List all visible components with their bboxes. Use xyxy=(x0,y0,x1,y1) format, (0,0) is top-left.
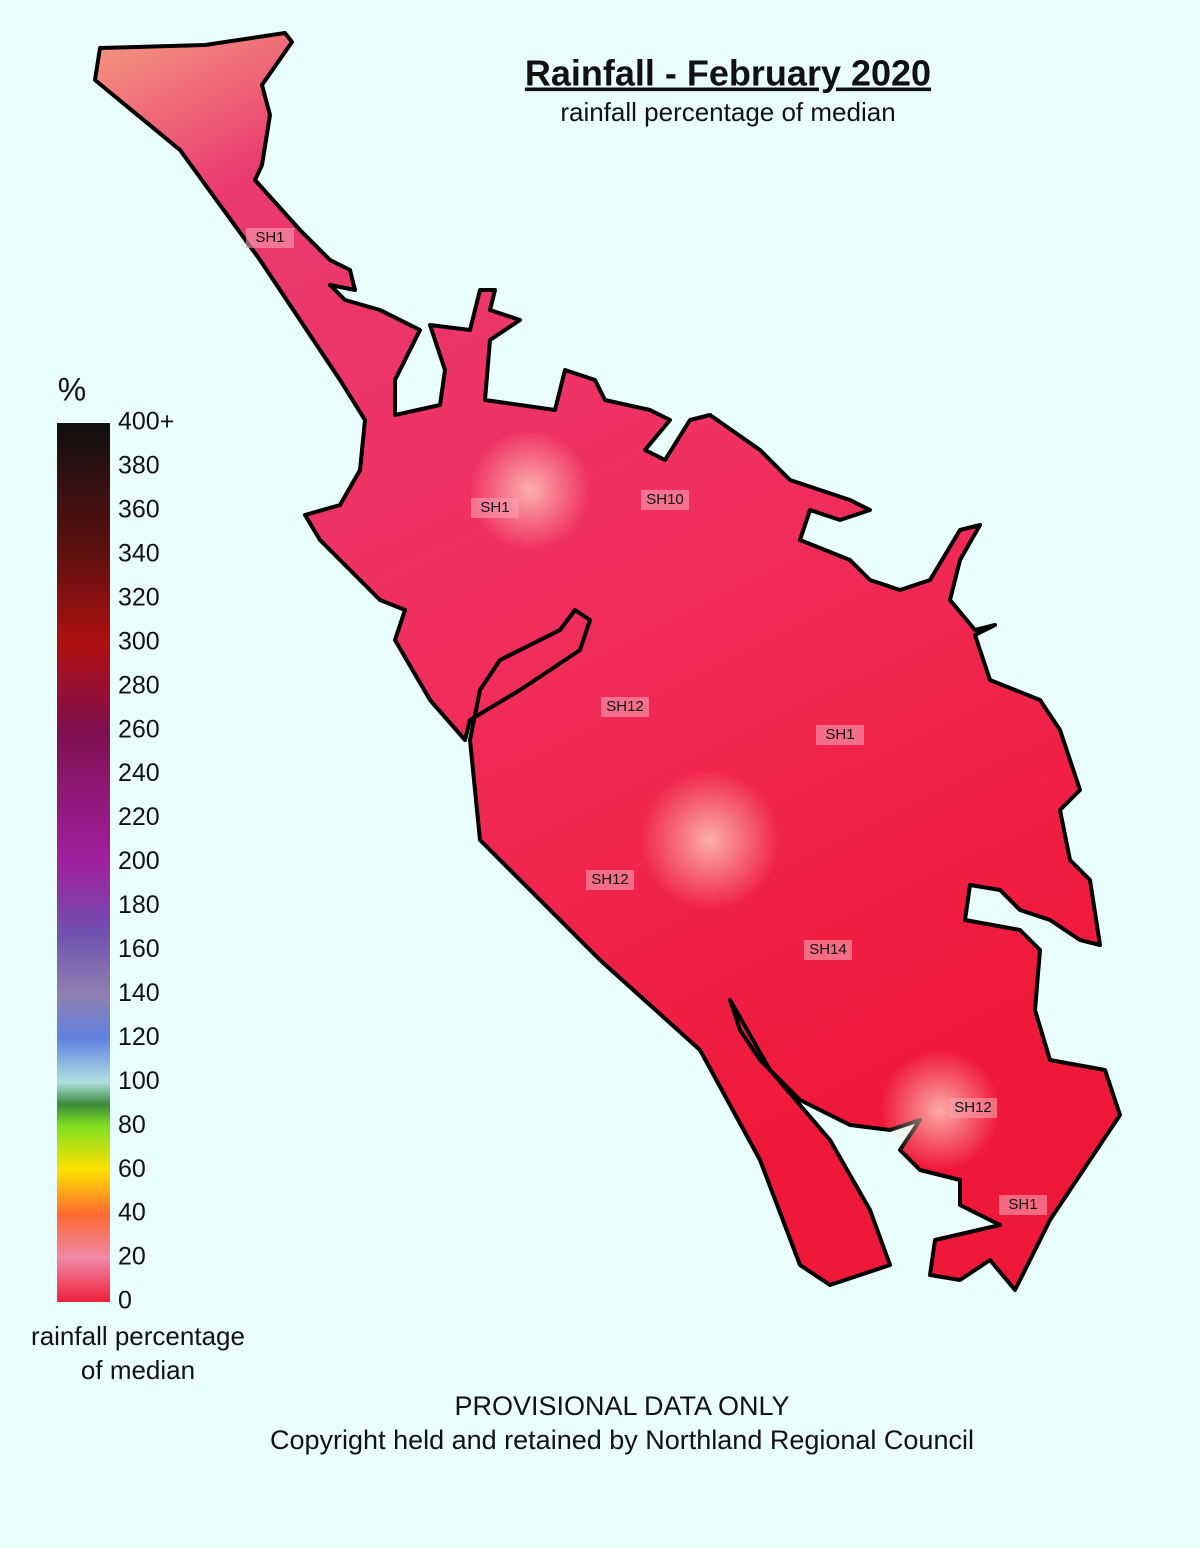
road-label: SH1 xyxy=(480,499,509,516)
road-label: SH1 xyxy=(255,229,284,246)
scale-tick-label: 340 xyxy=(118,539,160,567)
road-label: SH12 xyxy=(954,1099,992,1116)
land xyxy=(93,31,1122,1292)
road-label: SH1 xyxy=(825,726,854,743)
scale-tick-label: 120 xyxy=(118,1023,160,1051)
footer-note: PROVISIONAL DATA ONLY xyxy=(454,1391,789,1421)
scale-tick-label: 160 xyxy=(118,935,160,963)
scale-tick-label: 360 xyxy=(118,496,160,524)
road-label: SH10 xyxy=(646,491,684,508)
scale-tick-label: 280 xyxy=(118,671,160,699)
scale-tick-label: 100 xyxy=(118,1067,160,1095)
scale-tick-label: 180 xyxy=(118,891,160,919)
legend-caption: rainfall percentage xyxy=(31,1321,245,1351)
road-label-bg xyxy=(999,1195,1047,1215)
road-label-bg xyxy=(246,228,294,248)
road-label-bg xyxy=(601,697,649,717)
road-label-bg xyxy=(641,490,689,510)
title: Rainfall - February 2020 xyxy=(525,53,931,94)
scale-tick-label: 240 xyxy=(118,759,160,787)
scale-tick-label: 80 xyxy=(118,1111,146,1139)
footer-note: Copyright held and retained by Northland… xyxy=(270,1425,974,1455)
scale-tick-label: 0 xyxy=(118,1287,132,1315)
color-scale xyxy=(57,423,110,1302)
road-label: SH12 xyxy=(591,871,629,888)
subtitle: rainfall percentage of median xyxy=(560,97,895,127)
scale-tick-label: 140 xyxy=(118,979,160,1007)
highlight xyxy=(470,430,590,550)
scale-tick-label: 320 xyxy=(118,583,160,611)
scale-tick-label: 60 xyxy=(118,1155,146,1183)
road-label: SH12 xyxy=(606,698,644,715)
scale-tick-label: 380 xyxy=(118,452,160,480)
road-label-bg xyxy=(949,1098,997,1118)
legend-unit: % xyxy=(58,371,86,407)
scale-tick-label: 40 xyxy=(118,1199,146,1227)
highlight xyxy=(640,770,780,910)
road-label: SH14 xyxy=(809,941,847,958)
road-label-bg xyxy=(471,498,519,518)
scale-tick-label: 220 xyxy=(118,803,160,831)
scale-tick-label: 400+ xyxy=(118,408,174,436)
road-label-bg xyxy=(816,725,864,745)
legend-caption: of median xyxy=(81,1355,195,1385)
road-label-bg xyxy=(586,870,634,890)
road-label-bg xyxy=(804,940,852,960)
highlight xyxy=(880,1050,1000,1170)
scale-tick-label: 20 xyxy=(118,1243,146,1271)
road-label: SH1 xyxy=(1008,1196,1037,1213)
scale-tick-label: 260 xyxy=(118,715,160,743)
scale-tick-label: 300 xyxy=(118,627,160,655)
scale-tick-label: 200 xyxy=(118,847,160,875)
